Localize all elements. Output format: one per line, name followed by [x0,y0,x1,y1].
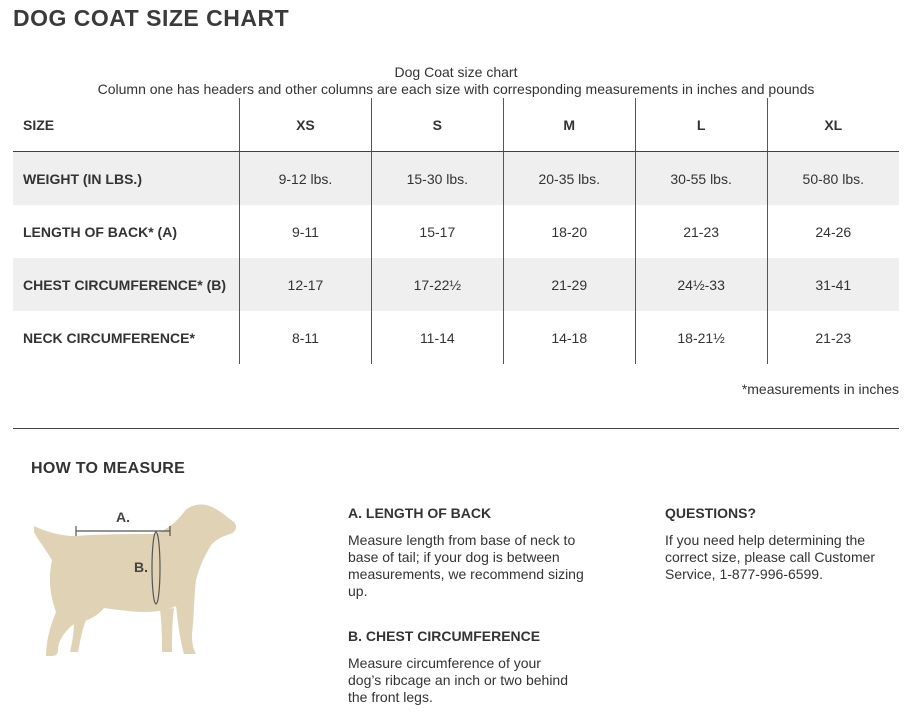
table-row-weight: WEIGHT (IN LBS.) 9-12 lbs. 15-30 lbs. 20… [13,151,899,205]
diagram-label-b: B. [134,559,148,575]
table-cell: 11-14 [370,311,504,364]
section-divider [13,428,899,429]
dog-silhouette-icon [34,504,237,656]
header-l: L [634,98,768,152]
header-s: S [370,98,504,152]
row-label: CHEST CIRCUMFERENCE* (B) [13,258,240,311]
dog-measurement-diagram: A. B. [34,504,237,656]
table-cell: 12-17 [239,258,372,311]
how-to-measure-title: HOW TO MEASURE [31,460,186,477]
table-cell: 31-41 [766,258,899,311]
diagram-label-a: A. [116,509,130,525]
table-cell: 8-11 [239,311,372,364]
table-cell: 17-22½ [370,258,504,311]
table-cell: 21-29 [502,258,636,311]
table-cell: 50-80 lbs. [766,151,899,205]
measurement-footnote: *measurements in inches [741,381,899,397]
size-chart-table: SIZE XS S M L XL WEIGHT (IN LBS.) 9-12 l… [13,98,899,364]
header-xs: XS [239,98,372,152]
header-m: M [502,98,636,152]
table-cell: 30-55 lbs. [634,151,768,205]
row-label: NECK CIRCUMFERENCE* [23,329,195,346]
header-size: SIZE [13,98,240,152]
table-caption-description: Column one has headers and other columns… [97,81,815,97]
table-cell: 24-26 [766,205,899,258]
table-cell: 15-17 [370,205,504,258]
page-title: DOG COAT SIZE CHART [13,5,290,31]
table-cell: 18-21½ [634,311,768,364]
table-cell: 9-11 [239,205,372,258]
chest-circumference-text: Measure circumference of your dog’s ribc… [348,655,569,705]
header-xl: XL [766,98,899,152]
table-cell: 21-23 [634,205,768,258]
table-cell: 24½-33 [634,258,768,311]
dog-legs-icon [70,608,174,652]
chest-circumference-marker [151,531,161,605]
table-cell: 18-20 [502,205,636,258]
questions-heading: QUESTIONS? [665,505,757,521]
chest-circumference-heading: B. CHEST CIRCUMFERENCE [348,628,541,644]
table-header-row: SIZE XS S M L XL [13,98,899,152]
questions-text: If you need help determining the correct… [665,532,876,582]
length-of-back-heading: A. LENGTH OF BACK [348,505,492,521]
table-row-length: LENGTH OF BACK* (A) 9-11 15-17 18-20 21-… [13,205,899,258]
table-cell: 21-23 [766,311,899,364]
table-cell: 20-35 lbs. [502,151,636,205]
length-of-back-text: Measure length from base of neck to base… [348,532,584,599]
row-label: LENGTH OF BACK* (A) [23,223,177,240]
table-caption-title: Dog Coat size chart [394,64,518,80]
row-label: WEIGHT (IN LBS.) [13,151,240,205]
length-of-back-marker [75,526,171,536]
table-row-chest: CHEST CIRCUMFERENCE* (B) 12-17 17-22½ 21… [13,258,899,311]
table-cell: 14-18 [502,311,636,364]
table-row-neck: NECK CIRCUMFERENCE* 8-11 11-14 14-18 18-… [13,311,899,364]
table-cell: 15-30 lbs. [370,151,504,205]
table-cell: 9-12 lbs. [239,151,372,205]
